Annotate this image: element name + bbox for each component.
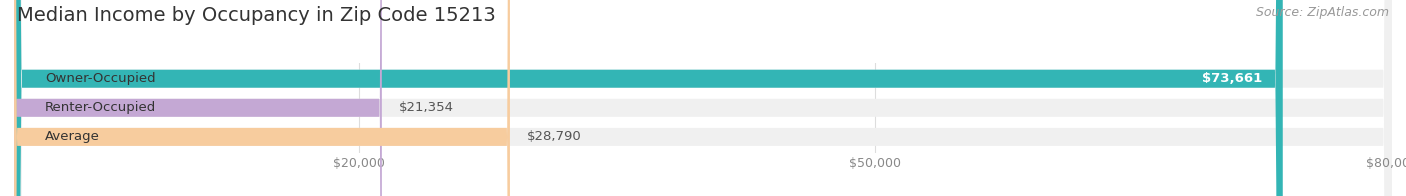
FancyBboxPatch shape xyxy=(14,0,1392,196)
Text: Average: Average xyxy=(45,130,100,143)
Text: Source: ZipAtlas.com: Source: ZipAtlas.com xyxy=(1256,6,1389,19)
Text: Owner-Occupied: Owner-Occupied xyxy=(45,72,156,85)
Text: Renter-Occupied: Renter-Occupied xyxy=(45,101,156,114)
FancyBboxPatch shape xyxy=(14,0,1282,196)
FancyBboxPatch shape xyxy=(14,0,1392,196)
FancyBboxPatch shape xyxy=(14,0,382,196)
Text: $28,790: $28,790 xyxy=(527,130,582,143)
Text: $21,354: $21,354 xyxy=(399,101,454,114)
Text: Median Income by Occupancy in Zip Code 15213: Median Income by Occupancy in Zip Code 1… xyxy=(17,6,496,25)
FancyBboxPatch shape xyxy=(14,0,1392,196)
Text: $73,661: $73,661 xyxy=(1202,72,1263,85)
FancyBboxPatch shape xyxy=(14,0,510,196)
